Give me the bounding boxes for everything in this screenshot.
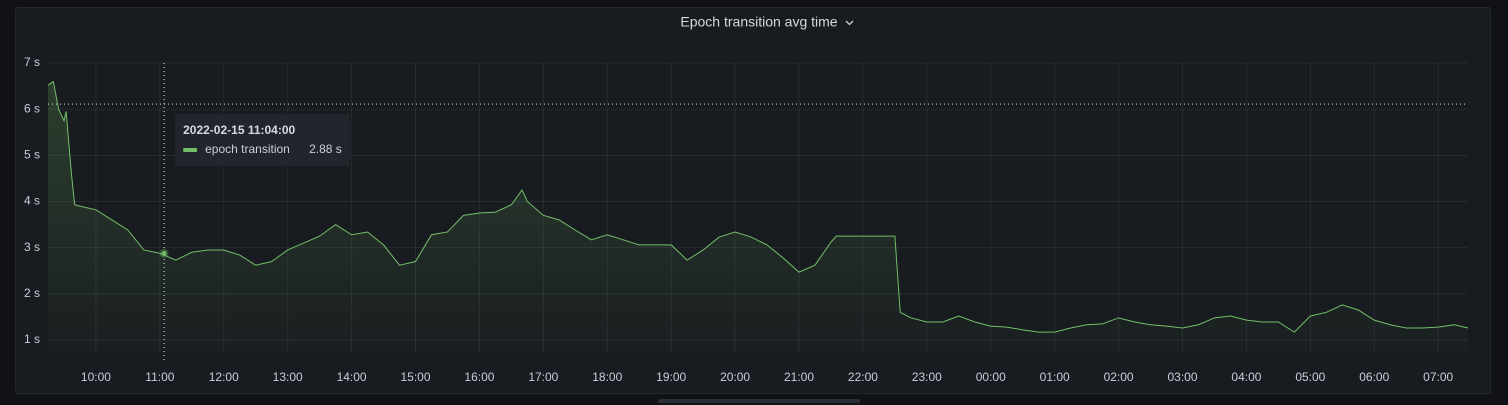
scrollbar[interactable] xyxy=(658,399,860,403)
y-tick-label: 3 s xyxy=(24,240,40,254)
x-tick-label: 04:00 xyxy=(1231,370,1261,384)
y-tick-label: 7 s xyxy=(24,55,40,69)
x-tick-label: 18:00 xyxy=(592,370,622,384)
grid: 1 s 2 s 3 s 4 s 5 s 6 s 7 s 10:00 11:00 12:00 13:0… xyxy=(24,55,1468,384)
tooltip-box xyxy=(175,114,351,166)
tooltip-time: 2022-02-15 11:04:00 xyxy=(183,123,295,137)
y-tick-label: 6 s xyxy=(24,101,40,115)
tooltip-swatch xyxy=(183,148,198,152)
hover-point xyxy=(161,251,167,256)
x-tick-label: 10:00 xyxy=(81,370,111,384)
x-tick-label: 12:00 xyxy=(209,370,239,384)
tooltip-series-name: epoch transition xyxy=(205,142,290,156)
x-tick-label: 14:00 xyxy=(337,370,367,384)
plot xyxy=(47,80,1469,352)
x-tick-label: 22:00 xyxy=(848,370,878,384)
x-tick-label: 13:00 xyxy=(273,370,303,384)
y-tick-label: 1 s xyxy=(24,332,40,346)
x-tick-label: 20:00 xyxy=(720,370,750,384)
area xyxy=(48,81,1468,352)
title-chevron[interactable] xyxy=(845,20,854,26)
x-tick-label: 05:00 xyxy=(1295,370,1325,384)
x-tick-label: 15:00 xyxy=(401,370,431,384)
x-tick-label: 01:00 xyxy=(1040,370,1070,384)
x-tick-label: 06:00 xyxy=(1359,370,1389,384)
y-tick-label: 4 s xyxy=(24,194,40,208)
x-tick-label: 07:00 xyxy=(1423,370,1453,384)
y-tick-label: 5 s xyxy=(24,148,40,162)
x-tick-label: 21:00 xyxy=(784,370,814,384)
x-tick-label: 02:00 xyxy=(1104,370,1134,384)
x-tick-label: 23:00 xyxy=(912,370,942,384)
chart-title[interactable]: Epoch transition avg time xyxy=(680,14,837,30)
x-tick-label: 11:00 xyxy=(145,370,174,384)
y-tick-label: 2 s xyxy=(24,286,40,300)
tooltip-value: 2.88 s xyxy=(309,142,342,156)
x-tick-label: 17:00 xyxy=(528,370,558,384)
tooltip: 2022-02-15 11:04:00 epoch transition 2.88 … xyxy=(159,63,351,362)
x-tick-label: 03:00 xyxy=(1167,370,1197,384)
x-tick-label: 19:00 xyxy=(656,370,686,384)
x-tick-label: 16:00 xyxy=(464,370,494,384)
line xyxy=(47,80,1469,333)
x-tick-label: 00:00 xyxy=(976,370,1006,384)
